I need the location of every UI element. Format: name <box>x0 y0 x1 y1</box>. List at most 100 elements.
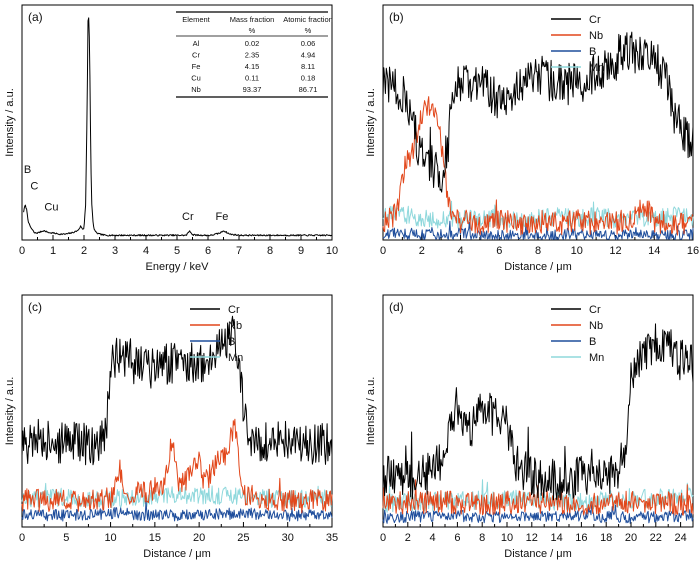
y-axis-label: Intensity / a.u. <box>4 377 16 445</box>
chart-panel-3: 0 5 10 15 20 25 30 35 Distance / μm Intensity / a… <box>4 294 338 560</box>
x-tick-label: 20 <box>625 532 637 544</box>
x-tick-label: 10 <box>326 245 338 257</box>
table-header-cell: Element <box>182 15 210 24</box>
legend-label-nb: Nb <box>589 320 603 332</box>
series-line-b <box>21 500 333 522</box>
table-cell: 0.02 <box>245 39 260 48</box>
x-tick-label: 8 <box>479 532 485 544</box>
series-line-mn <box>382 479 694 513</box>
panel-label: (c) <box>28 300 42 314</box>
legend-label-mn: Mn <box>589 62 604 74</box>
x-tick-label: 9 <box>298 245 304 257</box>
x-tick-label: 3 <box>112 245 118 257</box>
series-line-nb <box>382 96 694 236</box>
x-axis-label: Distance / μm <box>504 261 571 273</box>
peak-label: Cu <box>44 202 58 214</box>
panel-label: (d) <box>389 300 404 314</box>
x-tick-label: 0 <box>19 245 25 257</box>
x-tick-label: 2 <box>81 245 87 257</box>
x-tick-label: 15 <box>149 532 161 544</box>
x-tick-label: 14 <box>550 532 562 544</box>
peak-label: Nb <box>82 0 96 2</box>
table-cell: Cu <box>191 74 201 83</box>
plot-frame <box>382 4 694 241</box>
table-cell: 0.18 <box>301 74 316 83</box>
x-tick-label: 2 <box>419 245 425 257</box>
x-axis-label: Energy / keV <box>146 261 210 273</box>
x-tick-label: 4 <box>457 245 463 257</box>
x-tick-label: 1 <box>50 245 56 257</box>
panel-label: (a) <box>28 10 43 24</box>
x-tick-label: 22 <box>650 532 662 544</box>
x-tick-label: 12 <box>609 245 621 257</box>
table-cell: 4.15 <box>245 62 260 71</box>
series-line-b <box>382 220 694 240</box>
peak-label: B <box>24 164 31 176</box>
legend-label-b: B <box>589 336 596 348</box>
x-tick-label: 35 <box>326 532 338 544</box>
table-cell: 4.94 <box>301 51 316 60</box>
x-tick-label: 2 <box>405 532 411 544</box>
series-line-nb <box>21 418 333 514</box>
peak-label: C <box>30 180 38 192</box>
series-line-cr <box>21 315 333 466</box>
table-cell: Cr <box>192 51 200 60</box>
x-tick-label: 25 <box>237 532 249 544</box>
x-tick-label: 6 <box>205 245 211 257</box>
table-cell: 0.11 <box>245 74 259 83</box>
x-tick-label: 0 <box>380 245 386 257</box>
y-axis-label: Intensity / a.u. <box>365 88 377 156</box>
legend-label-cr: Cr <box>228 304 240 316</box>
table-header-cell: Atomic fraction <box>283 15 333 24</box>
table-header-cell: Mass fraction <box>230 15 275 24</box>
x-tick-label: 8 <box>267 245 273 257</box>
legend-label-mn: Mn <box>589 352 604 364</box>
table-cell: 2.35 <box>245 51 260 60</box>
legend-label-b: B <box>589 46 596 58</box>
table-cell: 93.37 <box>243 85 262 94</box>
legend-label-mn: Mn <box>228 352 243 364</box>
x-tick-label: 0 <box>380 532 386 544</box>
plot-frame <box>21 4 333 241</box>
series-line-cr <box>382 323 694 501</box>
legend-label-b: B <box>228 336 235 348</box>
table-cell: 86.71 <box>299 85 318 94</box>
x-tick-label: 6 <box>496 245 502 257</box>
x-tick-label: 6 <box>454 532 460 544</box>
table-cell: Al <box>193 39 200 48</box>
x-tick-label: 16 <box>575 532 587 544</box>
x-tick-label: 0 <box>19 532 25 544</box>
x-tick-label: 8 <box>535 245 541 257</box>
x-tick-label: 10 <box>501 532 513 544</box>
x-tick-label: 12 <box>526 532 538 544</box>
x-tick-label: 30 <box>282 532 294 544</box>
x-tick-label: 4 <box>143 245 149 257</box>
legend-label-nb: Nb <box>589 30 603 42</box>
table-unit-cell: % <box>305 26 312 35</box>
x-axis-label: Distance / μm <box>504 548 571 560</box>
x-tick-label: 5 <box>63 532 69 544</box>
series-line-spectrum <box>23 17 332 237</box>
series-line-cr <box>382 31 694 193</box>
table-cell: 0.06 <box>301 39 316 48</box>
x-tick-label: 4 <box>430 532 436 544</box>
plot-frame <box>382 294 694 528</box>
x-tick-label: 20 <box>193 532 205 544</box>
chart-panel-1: 0 1 2 3 4 5 6 7 8 9 10 Energy / keV Intensity / a.u.… <box>4 0 338 273</box>
x-tick-label: 5 <box>174 245 180 257</box>
x-tick-label: 10 <box>571 245 583 257</box>
x-tick-label: 24 <box>674 532 686 544</box>
panel-label: (b) <box>389 10 404 24</box>
composition-table: Element Mass fraction% Atomic fraction% Al 0… <box>176 11 333 98</box>
x-tick-label: 14 <box>648 245 660 257</box>
y-axis-label: Intensity / a.u. <box>365 377 377 445</box>
x-tick-label: 7 <box>236 245 242 257</box>
table-cell: Nb <box>191 85 201 94</box>
y-axis-label: Intensity / a.u. <box>4 88 16 156</box>
peak-label: Fe <box>216 211 229 223</box>
series-line-b <box>382 501 694 524</box>
table-cell: Fe <box>192 62 201 71</box>
legend-label-nb: Nb <box>228 320 242 332</box>
